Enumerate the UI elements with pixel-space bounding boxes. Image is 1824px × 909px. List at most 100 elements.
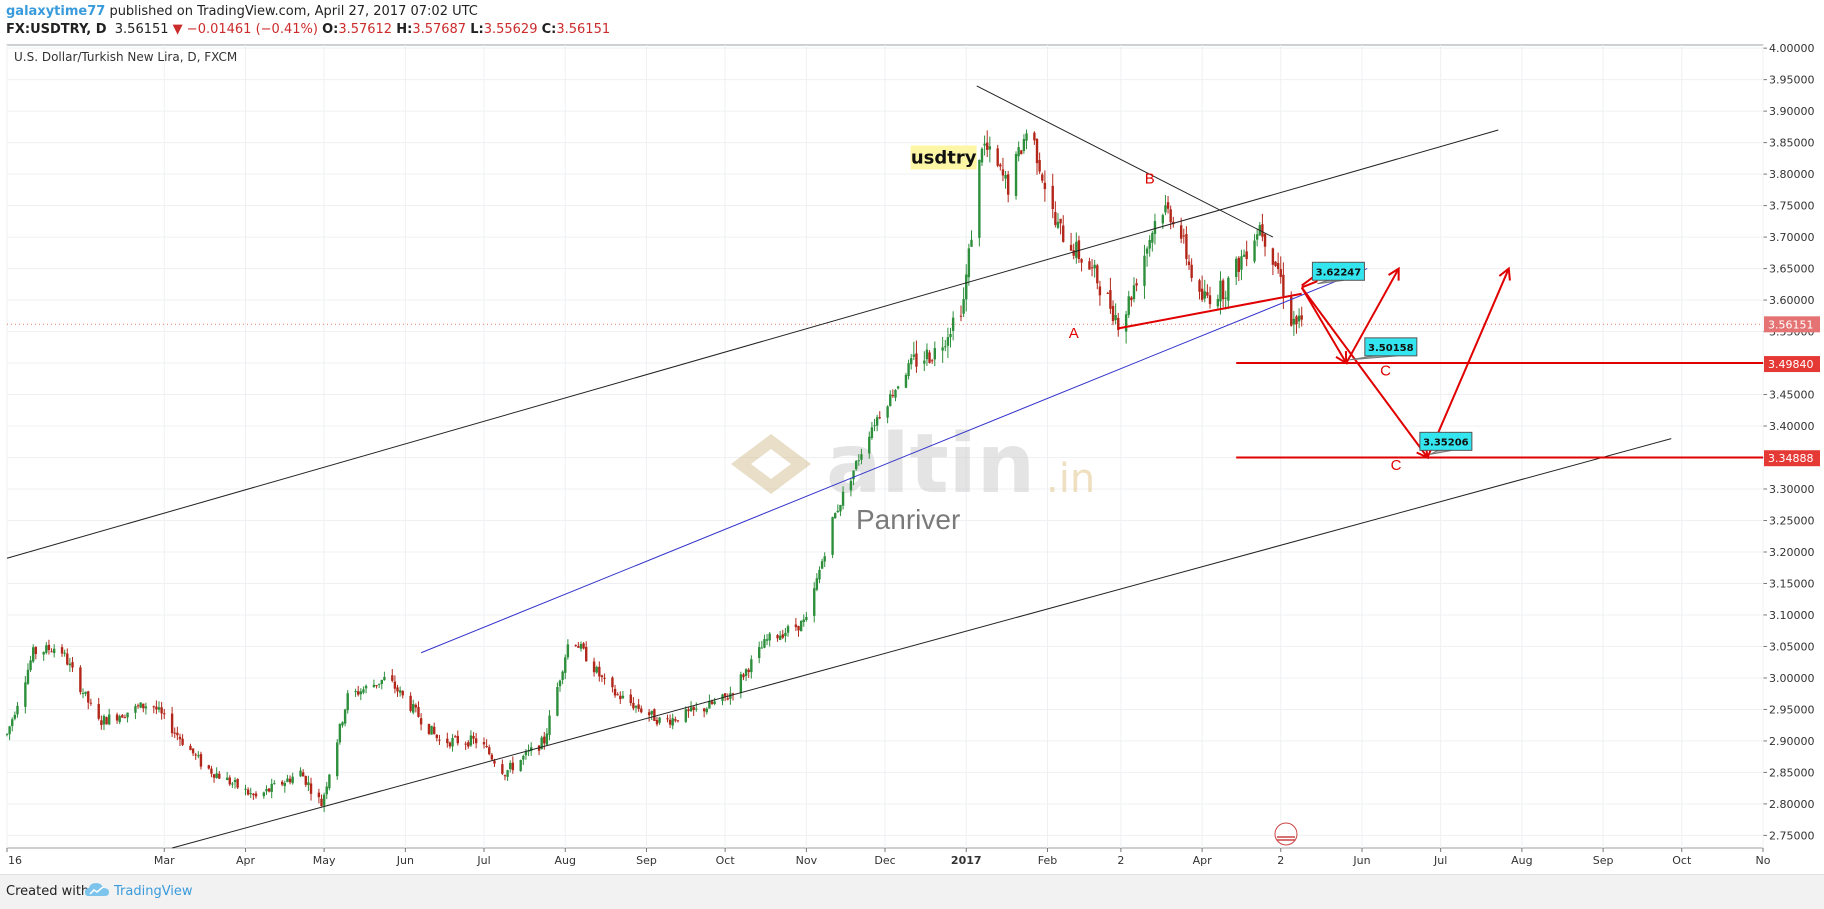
candle-body [401, 690, 404, 696]
y-tick-label: 3.80000 [1769, 168, 1815, 181]
candle-body [684, 709, 688, 722]
candle-body [1253, 240, 1256, 262]
candle-body [619, 695, 622, 700]
candle-body [522, 755, 525, 760]
candle-body [380, 679, 383, 684]
candle-body [834, 513, 837, 519]
candle-body [640, 708, 643, 713]
candle-body [674, 719, 677, 721]
candle-body [60, 647, 64, 654]
candle-body [157, 707, 161, 710]
candle-body [29, 660, 32, 671]
candle-body [433, 726, 436, 734]
candle-body [8, 726, 11, 735]
candle-body [692, 706, 695, 710]
candle-body [1072, 250, 1075, 256]
candle-body [372, 684, 376, 688]
candle-body [1216, 298, 1220, 307]
close-label: C: [541, 22, 557, 37]
candle-body [765, 639, 769, 641]
candle-body [910, 358, 913, 365]
candle-body [66, 653, 69, 665]
candle-body [160, 707, 163, 714]
candle-body [600, 675, 604, 678]
x-tick-label: Nov [796, 854, 818, 867]
candle-body [236, 778, 239, 788]
candle-body [986, 142, 989, 150]
candle-body [574, 645, 577, 647]
y-tick-label: 3.75000 [1769, 200, 1815, 213]
candle-body [1271, 248, 1275, 265]
y-tick-label: 3.70000 [1769, 231, 1815, 244]
y-tick-label: 3.00000 [1769, 672, 1815, 685]
candle-body [582, 643, 585, 649]
candle-body [1033, 132, 1036, 141]
candle-body [215, 773, 218, 778]
candle-body [123, 717, 127, 719]
candle-body [283, 782, 287, 787]
candle-body [1290, 296, 1293, 326]
author-link[interactable]: galaxytime77 [6, 4, 106, 19]
candle-body [852, 470, 855, 480]
candle-body [742, 674, 745, 678]
candle-body [89, 702, 93, 704]
candle-body [713, 701, 716, 705]
candle-body [163, 713, 166, 715]
candle-body [280, 781, 284, 785]
candle-body [658, 717, 661, 723]
candle-body [1098, 286, 1102, 296]
candle-body [218, 773, 221, 779]
candle-body [965, 274, 968, 300]
candle-body [923, 360, 926, 364]
candle-body [307, 782, 310, 786]
candle-body [1166, 202, 1170, 209]
candle-body [134, 706, 137, 713]
candle-body [511, 762, 515, 771]
x-tick-label: Aug [555, 854, 576, 867]
candle-body [687, 709, 690, 712]
candle-body [265, 788, 268, 792]
candle-body [176, 732, 179, 736]
candle-body [598, 666, 601, 677]
candle-body [181, 738, 184, 745]
candle-body [831, 517, 834, 555]
candle-body [121, 715, 124, 718]
candle-body [320, 798, 323, 807]
candle-body [170, 713, 174, 734]
candle-body [16, 705, 19, 715]
candle-body [79, 667, 82, 693]
tradingview-brand[interactable]: TradingView [114, 884, 193, 899]
candle-body [1148, 239, 1151, 249]
candle-body [637, 704, 640, 709]
candle-body [836, 510, 840, 513]
candle-body [1017, 147, 1020, 157]
candle-body [750, 659, 753, 673]
candle-body [254, 793, 258, 797]
candle-body [419, 718, 423, 725]
x-tick-label: Aug [1511, 854, 1532, 867]
altin-watermark: altin .in [731, 417, 1095, 512]
arrow-down-2 [1300, 286, 1429, 459]
y-tick-label: 3.05000 [1769, 640, 1815, 653]
candle-body [199, 754, 203, 767]
candle-body [870, 427, 874, 439]
candle-body [1124, 314, 1128, 332]
candle-body [1185, 234, 1188, 259]
candle-body [1292, 318, 1296, 325]
candle-body [1041, 174, 1044, 181]
y-tick-label: 3.65000 [1769, 263, 1815, 276]
price-tag-bg [1764, 316, 1820, 333]
price-chart[interactable]: 2.75000 2.80000 2.85000 2.90000 2.95000 3.000… [5, 42, 1824, 874]
candle-body [354, 691, 357, 693]
candle-body [1187, 261, 1191, 266]
candle-body [309, 783, 313, 794]
candle-body [1004, 174, 1007, 179]
chart-area[interactable]: 2.75000 2.80000 2.85000 2.90000 2.95000 3.000… [5, 42, 1824, 874]
low-label: L: [470, 22, 484, 37]
candle-body [676, 720, 680, 722]
candle-body [328, 774, 331, 789]
price-change: ▼ −0.01461 (−0.41%) [172, 22, 318, 37]
blue-support-line [420, 268, 1368, 654]
candle-body [414, 704, 418, 708]
x-tick-label: Jun [1352, 854, 1370, 867]
